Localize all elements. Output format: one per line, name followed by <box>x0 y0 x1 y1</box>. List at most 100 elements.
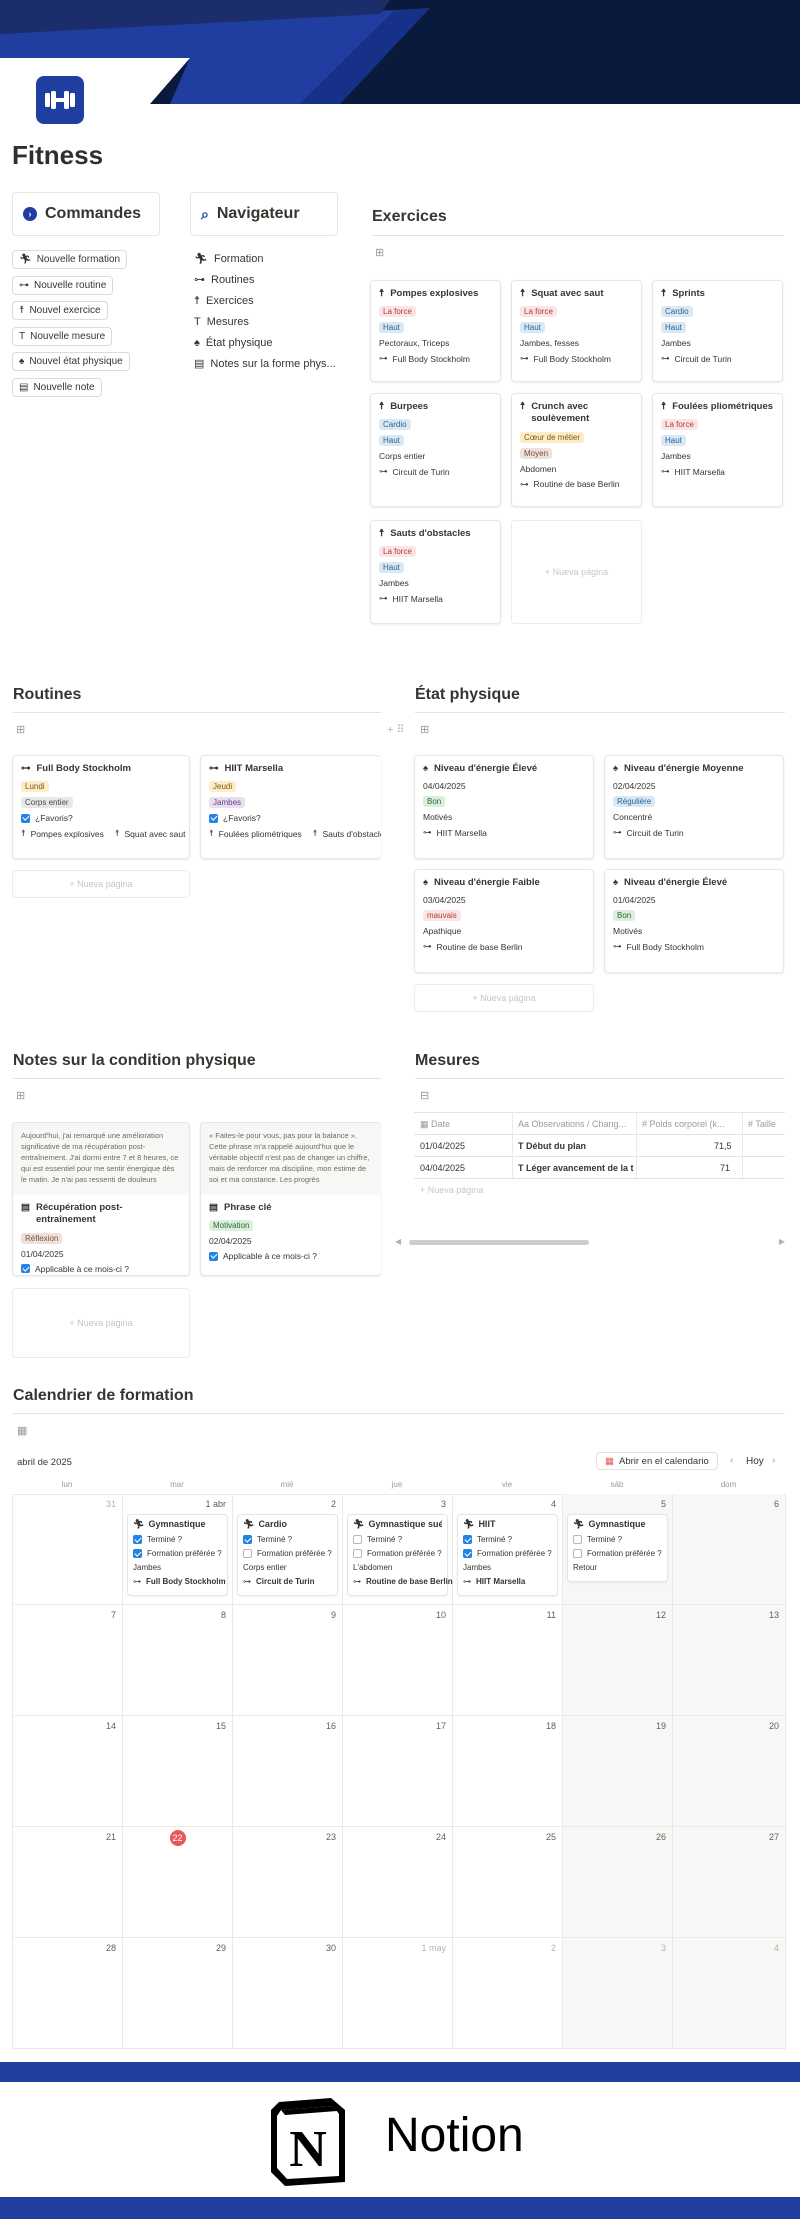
exercise-card[interactable]: ☨ Foulées pliométriques La force Haut Jam… <box>652 393 783 507</box>
fav-checkbox[interactable] <box>463 1549 472 1558</box>
done-checkbox[interactable] <box>573 1535 582 1544</box>
calendar-day[interactable]: 28 <box>13 1938 123 2049</box>
calendar-day[interactable]: 7 <box>13 1605 123 1716</box>
calendar-day[interactable]: 30 <box>233 1938 343 2049</box>
done-checkbox[interactable] <box>133 1535 142 1544</box>
routine-link[interactable]: Full Body Stockholm <box>146 1577 226 1586</box>
calendar-day[interactable]: 9 <box>233 1605 343 1716</box>
calendar-day[interactable]: 15 <box>123 1716 233 1827</box>
calendar-day[interactable]: 18 <box>453 1716 563 1827</box>
calendar-day[interactable]: 10 <box>343 1605 453 1716</box>
calendar-event[interactable]: 🏃︎ HIIT Terminé ? Formation préférée ? Jambe… <box>457 1514 558 1596</box>
nav-exercices[interactable]: ☨ Exercices <box>194 294 254 308</box>
routine-link[interactable]: Routine de base Berlin <box>436 941 523 952</box>
calendar-day[interactable]: 23 <box>233 1827 343 1938</box>
routine-link[interactable]: Routine de base Berlin <box>533 479 620 490</box>
calendar-day[interactable]: 3 <box>563 1938 673 2049</box>
calendar-day[interactable]: 25 <box>453 1827 563 1938</box>
calendar-day[interactable]: 21 <box>13 1827 123 1938</box>
routine-link[interactable]: Circuit de Turin <box>392 466 450 477</box>
column-header[interactable]: ▦ Date <box>420 1119 451 1129</box>
checkbox-checked[interactable] <box>209 1251 218 1261</box>
new-row-button[interactable]: + Nueva página <box>420 1185 484 1195</box>
calendar-day[interactable]: 22 <box>123 1827 233 1938</box>
routine-link[interactable]: Full Body Stockholm <box>626 941 704 952</box>
routine-link[interactable]: Routine de base Berlin <box>366 1577 453 1586</box>
exercise-card[interactable]: ☨ Sauts d'obstacles La force Haut Jambes … <box>370 520 501 624</box>
calendar-view-icon[interactable]: ▦ <box>17 1425 28 1437</box>
gallery-view-icon[interactable]: ⊞ <box>16 724 26 736</box>
calendar-day[interactable]: 8 <box>123 1605 233 1716</box>
table-view-icon[interactable]: ⊟ <box>420 1090 430 1102</box>
gallery-view-icon[interactable]: ⊞ <box>375 247 385 259</box>
calendar-day[interactable]: 24 <box>343 1827 453 1938</box>
etat-card[interactable]: ♠ Niveau d'énergie Moyenne 02/04/2025 Rég… <box>604 755 784 859</box>
etat-card[interactable]: ♠ Niveau d'énergie Faible 03/04/2025 mauv… <box>414 869 594 973</box>
etat-card[interactable]: ♠ Niveau d'énergie Élevé 04/04/2025 Bon M… <box>414 755 594 859</box>
calendar-day[interactable]: 5 🏃︎ Gymnastique Terminé ? Formation préféré… <box>563 1494 673 1605</box>
calendar-day[interactable]: 4 🏃︎ HIIT Terminé ? Formation préférée ? Jamb… <box>453 1494 563 1605</box>
calendar-day[interactable]: 1 abr 🏃︎ Gymnastique Terminé ? Formation pré… <box>123 1494 233 1605</box>
nouvelle-routine-button[interactable]: ⊶ Nouvelle routine <box>12 276 114 295</box>
routine-card[interactable]: ⊶ HIIT Marsella Jeudi Jambes ¿Favoris? ☨ F… <box>200 755 381 859</box>
routine-link[interactable]: HIIT Marsella <box>392 593 443 604</box>
calendar-day[interactable]: 3 🏃︎Gymnastique sué...Terminé ?Formation … <box>343 1494 453 1605</box>
checkbox-checked[interactable] <box>21 813 30 823</box>
routine-card[interactable]: ⊶ Full Body Stockholm Lundi Corps entier … <box>12 755 190 859</box>
fav-checkbox[interactable] <box>243 1549 252 1558</box>
calendar-day[interactable]: 17 <box>343 1716 453 1827</box>
checkbox-checked[interactable] <box>209 813 218 823</box>
calendar-day[interactable]: 26 <box>563 1827 673 1938</box>
calendar-day[interactable]: 2 <box>453 1938 563 2049</box>
calendar-day[interactable]: 13 <box>673 1605 786 1716</box>
gallery-view-icon[interactable]: ⊞ <box>420 724 430 736</box>
routine-link[interactable]: Full Body Stockholm <box>533 353 611 364</box>
exercise-card[interactable]: ☨ Pompes explosives La force Haut Pectora… <box>370 280 501 382</box>
done-checkbox[interactable] <box>243 1535 252 1544</box>
add-view-icon[interactable]: + ⠿ <box>387 724 405 736</box>
calendar-day[interactable]: 31 <box>13 1494 123 1605</box>
exercise-card[interactable]: ☨ Sprints Cardio Haut Jambes ⊶ Circuit de … <box>652 280 783 382</box>
next-month-button[interactable]: › <box>772 1455 776 1466</box>
new-page-card[interactable]: + Nueva página <box>12 870 190 898</box>
calendar-day[interactable]: 19 <box>563 1716 673 1827</box>
new-page-card[interactable]: + Nueva página <box>511 520 642 624</box>
nouvelle-formation-button[interactable]: 🏃︎ Nouvelle formation <box>12 250 128 269</box>
note-card[interactable]: « Faites-le pour vous, pas pour la balan… <box>200 1122 381 1276</box>
column-header[interactable]: # Poids corporel (k... <box>642 1119 725 1129</box>
nouvelle-note-button[interactable]: ▤ Nouvelle note <box>12 378 102 397</box>
calendar-event[interactable]: 🏃︎ Gymnastique Terminé ? Formation préférée… <box>567 1514 668 1582</box>
routine-link[interactable]: Full Body Stockholm <box>392 353 470 364</box>
calendar-event[interactable]: 🏃︎ Cardio Terminé ? Formation préférée ? Cor… <box>237 1514 338 1596</box>
routine-link[interactable]: Circuit de Turin <box>674 353 732 364</box>
checkbox-checked[interactable] <box>21 1264 30 1274</box>
done-checkbox[interactable] <box>353 1535 362 1544</box>
open-calendar-button[interactable]: ▦ Abrir en el calendario <box>596 1452 718 1470</box>
routine-link[interactable]: HIIT Marsella <box>674 466 725 477</box>
new-page-card[interactable]: + Nueva página <box>12 1288 190 1358</box>
new-page-card[interactable]: + Nueva página <box>414 984 594 1012</box>
routine-link[interactable]: HIIT Marsella <box>476 1577 526 1586</box>
calendar-event[interactable]: 🏃︎Gymnastique sué...Terminé ?Formation p… <box>347 1514 453 1596</box>
gallery-view-icon[interactable]: ⊞ <box>16 1090 26 1102</box>
done-checkbox[interactable] <box>463 1535 472 1544</box>
routine-link[interactable]: Circuit de Turin <box>626 827 684 838</box>
calendar-day[interactable]: 1 may <box>343 1938 453 2049</box>
calendar-day[interactable]: 2 🏃︎ Cardio Terminé ? Formation préférée ? Co… <box>233 1494 343 1605</box>
calendar-day[interactable]: 4 <box>673 1938 786 2049</box>
calendar-day[interactable]: 12 <box>563 1605 673 1716</box>
calendar-day[interactable]: 27 <box>673 1827 786 1938</box>
nouvelle-mesure-button[interactable]: T Nouvelle mesure <box>12 327 113 346</box>
calendar-day[interactable]: 14 <box>13 1716 123 1827</box>
etat-card[interactable]: ♠ Niveau d'énergie Élevé 01/04/2025 Bon M… <box>604 869 784 973</box>
fav-checkbox[interactable] <box>573 1549 582 1558</box>
nav-mesures[interactable]: T Mesures <box>194 315 249 328</box>
nav-notes[interactable]: ▤ Notes sur la forme phys... <box>194 357 336 371</box>
calendar-day[interactable]: 11 <box>453 1605 563 1716</box>
routine-link[interactable]: HIIT Marsella <box>436 827 487 838</box>
exercise-card[interactable]: ☨ Squat avec saut La force Haut Jambes, f… <box>511 280 642 382</box>
column-header[interactable]: Aa Observations / Chang... <box>518 1119 627 1129</box>
fav-checkbox[interactable] <box>353 1549 362 1558</box>
calendar-day[interactable]: 29 <box>123 1938 233 2049</box>
calendar-day[interactable]: 6 <box>673 1494 786 1605</box>
